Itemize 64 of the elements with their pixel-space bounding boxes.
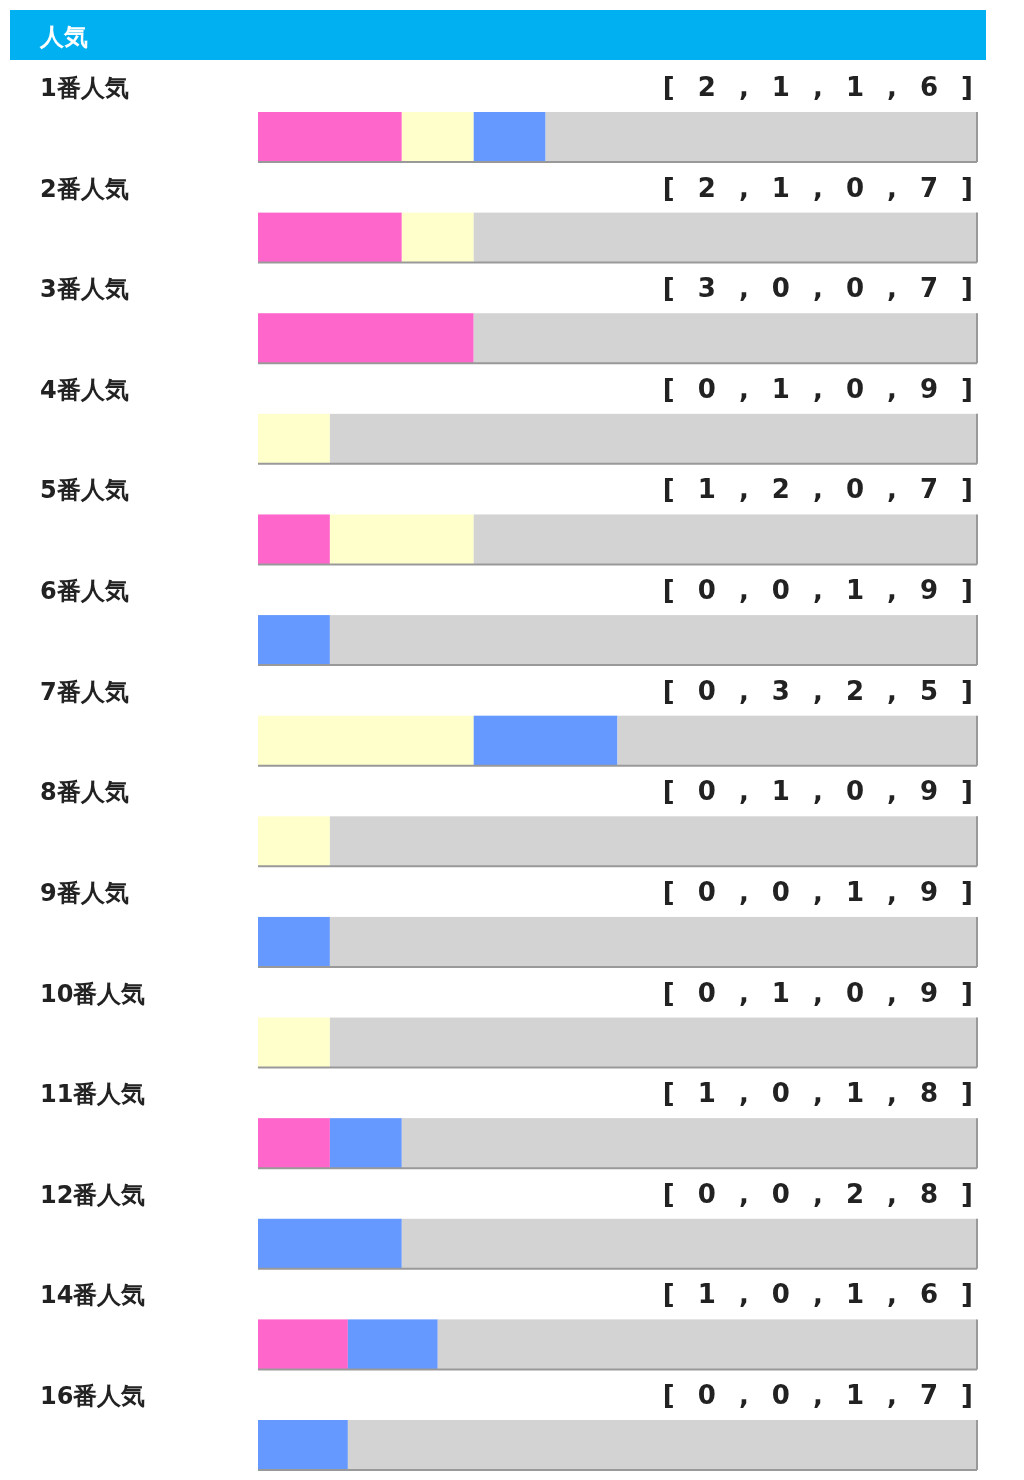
bar	[258, 1319, 348, 1370]
bar	[258, 816, 330, 867]
total-label: [ 0 , 0 , 2 , 8 ]	[662, 1178, 973, 1209]
bar	[401, 1118, 977, 1169]
bar	[347, 1319, 438, 1370]
bar	[473, 112, 546, 162]
bar	[617, 715, 977, 766]
y-tick-label: 7番人気	[40, 677, 129, 706]
bar	[258, 112, 402, 162]
bar	[401, 112, 474, 162]
total-label: [ 1 , 2 , 0 , 7 ]	[662, 474, 973, 505]
y-tick-label: 8番人気	[40, 778, 129, 807]
total-label: [ 0 , 1 , 0 , 9 ]	[662, 977, 973, 1008]
bar	[329, 1118, 402, 1169]
y-tick-label: 1番人気	[40, 74, 129, 102]
bar	[258, 212, 402, 263]
y-tick-label: 12番人気	[40, 1180, 146, 1209]
total-label: [ 0 , 0 , 1 , 9 ]	[662, 876, 973, 907]
y-tick-label: 5番人気	[40, 476, 129, 505]
bar	[258, 1218, 402, 1269]
bar	[473, 313, 977, 364]
bar	[258, 1017, 330, 1068]
y-tick-label: 10番人気	[40, 979, 146, 1008]
bar	[437, 1319, 977, 1370]
bar	[258, 313, 474, 364]
bar	[329, 816, 977, 867]
total-label: [ 0 , 3 , 2 , 5 ]	[662, 675, 973, 706]
bar	[258, 1420, 348, 1470]
y-tick-label: 14番人気	[40, 1281, 146, 1310]
y-tick-label: 11番人気	[40, 1080, 146, 1109]
bar	[258, 916, 330, 967]
bar	[329, 615, 977, 666]
bar	[347, 1420, 977, 1470]
bar	[473, 715, 618, 766]
bar	[329, 1017, 977, 1068]
total-label: [ 0 , 1 , 0 , 9 ]	[662, 776, 973, 807]
bar	[473, 212, 977, 263]
total-label: [ 1 , 0 , 1 , 6 ]	[662, 1279, 973, 1310]
total-label: [ 2 , 1 , 0 , 7 ]	[662, 172, 973, 203]
bar	[329, 413, 977, 464]
bar	[258, 413, 330, 464]
bar	[473, 514, 977, 565]
bar	[258, 1118, 330, 1169]
total-label: [ 2 , 1 , 1 , 6 ]	[662, 72, 973, 102]
bar	[258, 715, 474, 766]
bar	[258, 615, 330, 666]
y-tick-label: 9番人気	[40, 878, 129, 907]
bar	[401, 212, 474, 263]
total-label: [ 3 , 0 , 0 , 7 ]	[662, 273, 973, 304]
y-tick-label: 4番人気	[40, 375, 129, 404]
bar	[545, 112, 977, 162]
bar	[329, 916, 977, 967]
bar	[258, 514, 330, 565]
total-label: [ 1 , 0 , 1 , 8 ]	[662, 1078, 973, 1109]
total-label: [ 0 , 1 , 0 , 9 ]	[662, 373, 973, 404]
total-label: [ 0 , 0 , 1 , 9 ]	[662, 575, 973, 606]
y-tick-label: 16番人気	[40, 1382, 146, 1410]
total-label: [ 0 , 0 , 1 , 7 ]	[662, 1380, 973, 1410]
bar	[329, 514, 474, 565]
y-tick-label: 3番人気	[40, 275, 129, 304]
y-tick-label: 2番人気	[40, 174, 129, 203]
y-tick-label: 6番人気	[40, 577, 129, 606]
text: 人気	[39, 23, 88, 51]
bar	[401, 1218, 977, 1269]
